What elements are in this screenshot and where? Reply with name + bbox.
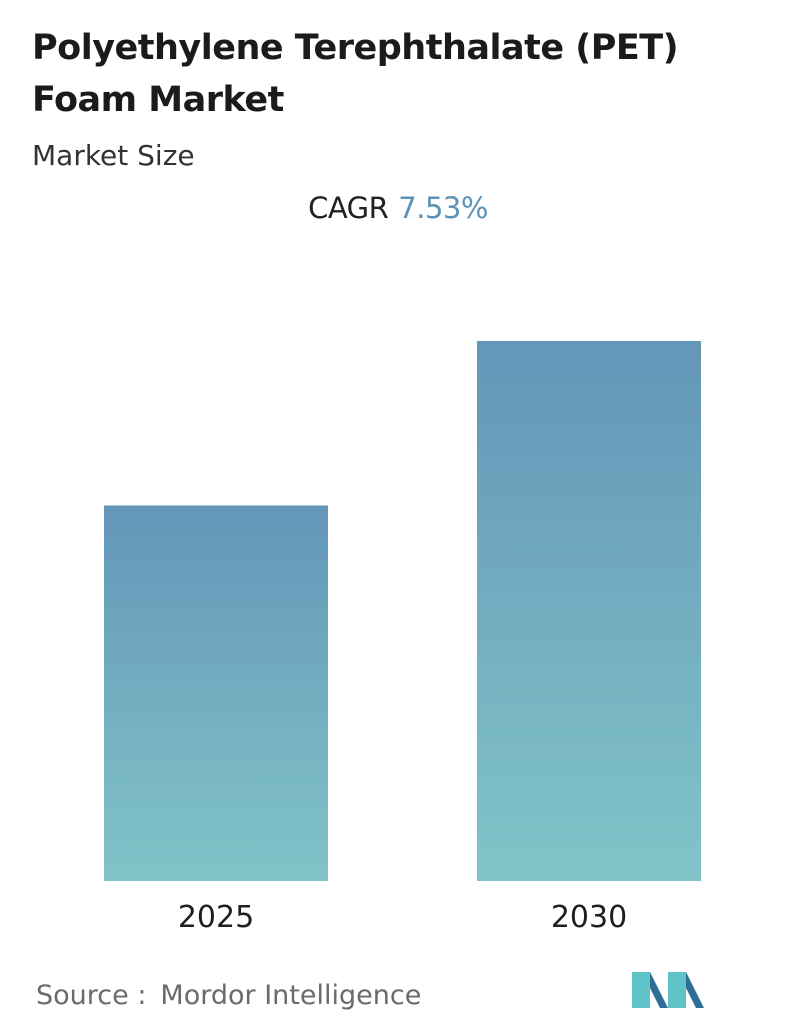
- cagr-value: 7.53%: [398, 191, 488, 225]
- cagr-label: CAGR: [308, 191, 389, 225]
- x-tick-label-2025: 2025: [178, 900, 254, 935]
- cagr-readout: CAGR 7.53%: [0, 188, 796, 228]
- source-value: Mordor Intelligence: [160, 980, 422, 1011]
- x-axis-tick-labels: 2025 2030: [178, 900, 627, 935]
- source-label: Source :: [36, 980, 147, 1011]
- bar-chart: 2025 2030: [104, 341, 701, 935]
- source-line: Source : Mordor Intelligence: [36, 978, 421, 1014]
- mordor-intelligence-logo-icon: [632, 972, 704, 1008]
- bar-2025: [104, 505, 328, 881]
- x-tick-label-2030: 2030: [551, 900, 627, 935]
- bar-2030: [477, 341, 701, 881]
- bar-series: [104, 341, 701, 881]
- page-subtitle: Market Size: [32, 139, 195, 172]
- page-title: Polyethylene Terephthalate (PET) Foam Ma…: [32, 28, 679, 120]
